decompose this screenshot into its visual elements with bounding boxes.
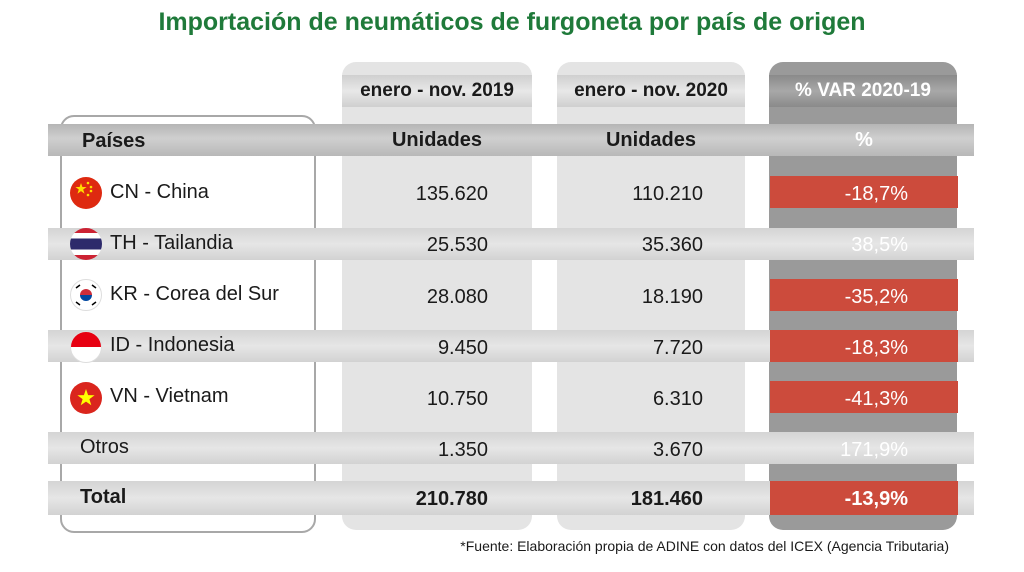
var-korea: -35,2% — [844, 286, 908, 308]
value-2019-china: 135.620 — [415, 183, 488, 205]
col-header-pct: % — [855, 129, 873, 151]
row-band-thailand — [48, 228, 974, 260]
country-label-otros: Otros — [80, 436, 129, 458]
header-var: % VAR 2020-19 — [769, 75, 957, 107]
country-column-panel — [60, 115, 316, 533]
header-period-2020: enero - nov. 2020 — [557, 75, 745, 107]
value-2019-indonesia: 9.450 — [437, 337, 488, 359]
var-vietnam: -41,3% — [844, 388, 908, 410]
country-label-indonesia: ID - Indonesia — [110, 334, 235, 356]
value-2019-vietnam: 10.750 — [426, 388, 488, 410]
negative-cell-total — [770, 481, 958, 515]
var-indonesia: -18,3% — [844, 337, 908, 359]
value-2019-thailand: 25.530 — [426, 234, 488, 256]
var-china: -18,7% — [844, 183, 908, 205]
value-2020-thailand: 35.360 — [641, 234, 703, 256]
total-2020: 181.460 — [630, 488, 703, 510]
chart-title: Importación de neumáticos de furgoneta p… — [158, 8, 866, 36]
negative-cell-indonesia — [770, 330, 958, 362]
country-label-korea: KR - Corea del Sur — [110, 283, 279, 305]
col-header-country: Países — [82, 130, 146, 152]
total-var: -13,9% — [844, 488, 908, 510]
country-label-china: CN - China — [110, 181, 209, 203]
korea-flag-icon — [70, 279, 102, 311]
header-period-2019: enero - nov. 2019 — [342, 75, 532, 107]
vietnam-flag-icon — [70, 382, 102, 414]
col-header-units-2019: Unidades — [391, 129, 483, 151]
china-flag-icon — [70, 177, 102, 209]
value-2019-korea: 28.080 — [426, 286, 488, 308]
source-note: *Fuente: Elaboración propia de ADINE con… — [460, 538, 949, 554]
total-label: Total — [80, 486, 127, 508]
var-thailand: 38,5% — [851, 234, 908, 256]
value-2019-otros: 1.350 — [437, 439, 488, 461]
total-2019: 210.780 — [415, 488, 488, 510]
value-2020-otros: 3.670 — [652, 439, 703, 461]
thailand-flag-icon — [70, 228, 102, 260]
country-label-vietnam: VN - Vietnam — [110, 385, 229, 407]
var-otros: 171,9% — [840, 439, 908, 461]
value-2020-indonesia: 7.720 — [652, 337, 703, 359]
indonesia-flag-icon — [70, 331, 102, 363]
row-band-otros — [48, 432, 974, 464]
negative-cell-china — [770, 176, 958, 208]
negative-cell-korea — [770, 279, 958, 311]
country-label-thailand: TH - Tailandia — [110, 232, 234, 254]
col-header-units-2020: Unidades — [605, 129, 697, 151]
value-2020-korea: 18.190 — [641, 286, 703, 308]
negative-cell-vietnam — [770, 381, 958, 413]
value-2020-vietnam: 6.310 — [652, 388, 703, 410]
header-row-band — [48, 124, 974, 156]
value-2020-china: 110.210 — [632, 183, 703, 205]
